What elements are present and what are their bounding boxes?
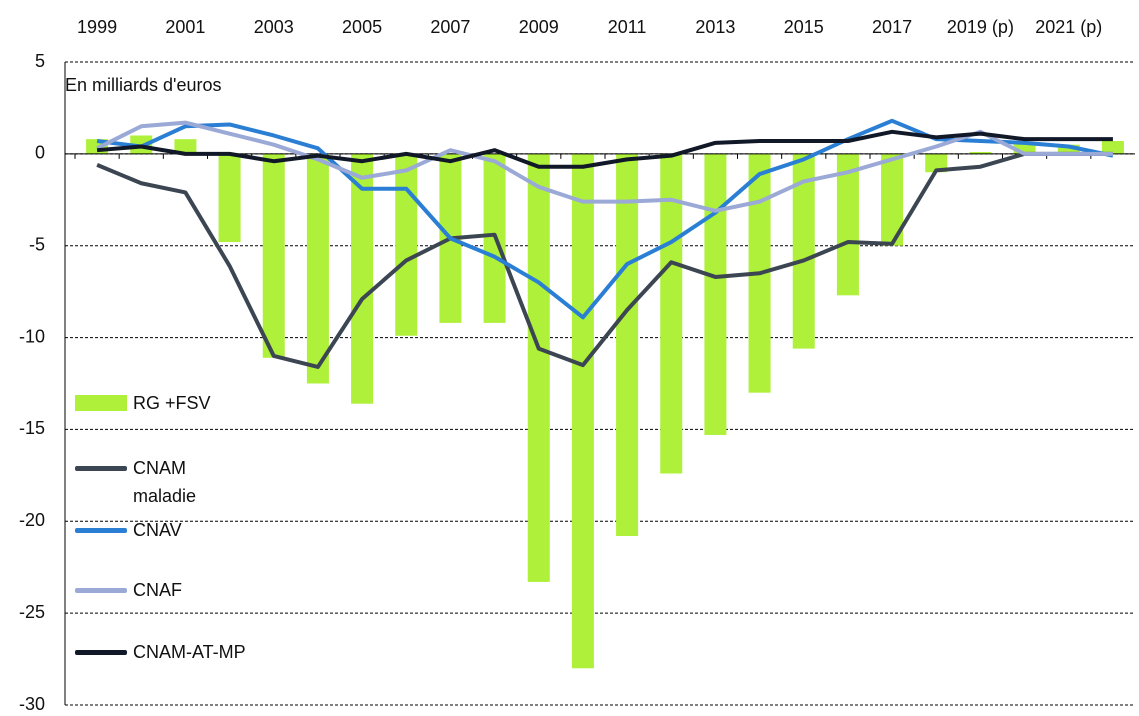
bar [262, 153, 285, 358]
line-series [96, 129, 1113, 169]
x-tick-label: 2005 [342, 17, 382, 37]
y-tick-label: -5 [29, 234, 45, 254]
bar [881, 153, 904, 246]
y-tick-label: 0 [35, 143, 45, 163]
legend-swatch [75, 650, 127, 655]
y-tick-label: -20 [19, 510, 45, 530]
x-tick-label: 2001 [165, 17, 205, 37]
legend-label: CNAM maladie [133, 458, 197, 506]
legend-swatch [75, 588, 127, 593]
y-tick-label: -30 [19, 694, 45, 714]
bar [660, 153, 683, 474]
x-tick-label: 2017 [872, 17, 912, 37]
line-series [96, 120, 1113, 213]
bar [571, 153, 594, 669]
y-tick-label: -15 [19, 418, 45, 438]
x-tick-label: 2019 (p) [947, 17, 1014, 37]
legend-item: CNAM-AT-MP [75, 638, 246, 666]
legend-item: CNAM maladie [75, 454, 228, 510]
x-tick-label: 1999 [77, 17, 117, 37]
x-tick-label: 2021 (p) [1035, 17, 1102, 37]
legend-item: CNAF [75, 576, 182, 604]
legend-item: CNAV [75, 516, 182, 544]
bar [1013, 142, 1036, 154]
plot [86, 135, 1124, 669]
x-tick-label: 2011 [608, 17, 647, 37]
y-tick-label: -10 [19, 326, 45, 346]
bar [1057, 144, 1080, 154]
x-tick-label: 2007 [430, 17, 470, 37]
line-series [96, 151, 1113, 369]
legend-item: RG +FSV [75, 389, 211, 417]
x-tick-label: 2015 [784, 17, 824, 37]
bar [969, 152, 992, 154]
x-tick-label: 2009 [519, 17, 559, 37]
bar [306, 153, 329, 384]
legend-swatch [75, 395, 127, 411]
y-tick-label: -25 [19, 602, 45, 622]
line-series [96, 118, 1114, 320]
annotation: En milliards d'euros [65, 75, 222, 95]
x-tick-label: 2003 [254, 17, 294, 37]
legend-label: CNAV [133, 520, 182, 540]
bar [218, 153, 241, 243]
bar [616, 153, 639, 536]
bar [174, 139, 197, 154]
bar [351, 153, 374, 404]
bar [792, 153, 815, 349]
bar [925, 153, 948, 173]
y-tick-label: 5 [35, 51, 45, 71]
legend-label: CNAF [133, 580, 182, 600]
legend-swatch [75, 466, 127, 471]
bar [704, 153, 727, 435]
bar [1101, 140, 1124, 154]
bar [395, 153, 418, 336]
bar [836, 153, 859, 296]
x-tick-label: 2013 [695, 17, 735, 37]
legend-label: CNAM-AT-MP [133, 642, 246, 662]
bar [527, 153, 550, 582]
legend-swatch [75, 528, 127, 533]
legend-label: RG +FSV [133, 393, 211, 413]
